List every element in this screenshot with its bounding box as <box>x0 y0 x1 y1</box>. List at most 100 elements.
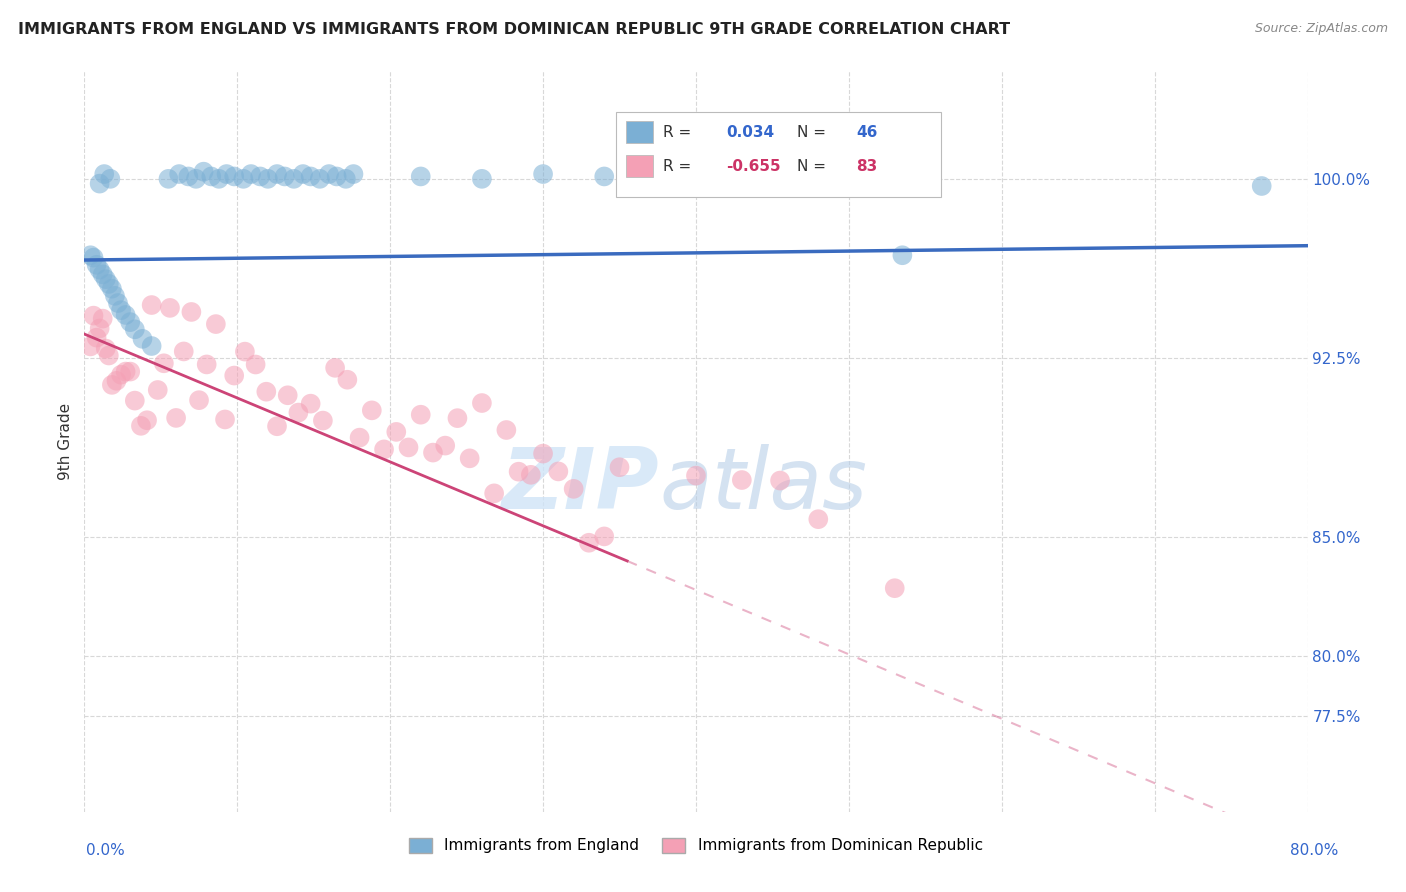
Point <box>104 289 127 303</box>
Point <box>325 169 347 184</box>
Point <box>458 451 481 466</box>
Point <box>167 167 190 181</box>
Text: 0.034: 0.034 <box>727 125 775 139</box>
Point <box>89 321 111 335</box>
Point <box>482 486 505 500</box>
Point <box>609 460 631 475</box>
FancyBboxPatch shape <box>626 155 654 178</box>
Point <box>409 408 432 422</box>
Point <box>422 445 444 459</box>
Point <box>94 342 117 356</box>
Point <box>349 431 371 445</box>
Text: 83: 83 <box>856 159 877 174</box>
Point <box>769 474 792 488</box>
Point <box>188 393 211 408</box>
Point <box>180 305 202 319</box>
Point <box>83 251 105 265</box>
Text: 46: 46 <box>856 125 877 139</box>
Point <box>215 167 238 181</box>
Legend: Immigrants from England, Immigrants from Dominican Republic: Immigrants from England, Immigrants from… <box>404 831 988 860</box>
Point <box>79 248 101 262</box>
Point <box>266 419 288 434</box>
Point <box>193 164 215 178</box>
Point <box>520 467 543 482</box>
Point <box>299 397 322 411</box>
Point <box>94 272 117 286</box>
FancyBboxPatch shape <box>616 112 941 197</box>
Point <box>531 447 554 461</box>
Point <box>495 423 517 437</box>
Point <box>409 169 432 184</box>
Point <box>471 396 494 410</box>
Point <box>254 384 277 399</box>
Text: N =: N = <box>797 159 831 174</box>
Point <box>434 439 457 453</box>
Point <box>224 169 246 184</box>
Point <box>336 373 359 387</box>
Point <box>101 377 124 392</box>
Point <box>89 177 111 191</box>
Point <box>593 529 616 543</box>
Point <box>110 368 132 382</box>
Point <box>299 169 322 184</box>
Point <box>318 167 340 181</box>
Point <box>124 393 146 408</box>
Point <box>98 171 121 186</box>
Point <box>200 169 222 184</box>
Point <box>214 412 236 426</box>
Point <box>638 174 661 188</box>
Point <box>593 169 616 184</box>
Point <box>173 344 195 359</box>
Point <box>312 414 335 428</box>
Text: -0.655: -0.655 <box>727 159 782 174</box>
Point <box>89 262 111 277</box>
Text: 0.0%: 0.0% <box>86 843 125 858</box>
Point <box>232 171 254 186</box>
Point <box>883 581 905 595</box>
Point <box>91 311 114 326</box>
Point <box>508 465 530 479</box>
FancyBboxPatch shape <box>626 121 654 144</box>
Point <box>141 298 163 312</box>
Point <box>184 171 207 186</box>
Point <box>446 411 468 425</box>
Point <box>531 167 554 181</box>
Point <box>129 418 152 433</box>
Point <box>83 309 105 323</box>
Point <box>97 349 120 363</box>
Point <box>208 171 231 186</box>
Y-axis label: 9th Grade: 9th Grade <box>58 403 73 480</box>
Point <box>685 468 707 483</box>
Point <box>153 356 176 370</box>
Point <box>79 339 101 353</box>
Point <box>807 512 830 526</box>
Text: 80.0%: 80.0% <box>1291 843 1339 858</box>
Point <box>131 332 153 346</box>
Text: IMMIGRANTS FROM ENGLAND VS IMMIGRANTS FROM DOMINICAN REPUBLIC 9TH GRADE CORRELAT: IMMIGRANTS FROM ENGLAND VS IMMIGRANTS FR… <box>18 22 1011 37</box>
Point <box>547 465 569 479</box>
Point <box>731 473 754 487</box>
Point <box>110 303 132 318</box>
Point <box>157 171 180 186</box>
Point <box>292 167 315 181</box>
Point <box>245 358 267 372</box>
Point <box>224 368 246 383</box>
Point <box>177 169 200 184</box>
Point <box>233 344 256 359</box>
Point <box>107 296 129 310</box>
Point <box>398 441 420 455</box>
Point <box>240 167 263 181</box>
Point <box>165 411 187 425</box>
Text: N =: N = <box>797 125 831 139</box>
Point <box>195 358 218 372</box>
Point <box>323 360 346 375</box>
Point <box>86 330 108 344</box>
Point <box>97 277 120 291</box>
Point <box>266 167 288 181</box>
Point <box>287 406 309 420</box>
Point <box>120 365 142 379</box>
Point <box>159 301 181 315</box>
Point <box>124 322 146 336</box>
Point <box>385 425 408 439</box>
Point <box>136 413 159 427</box>
